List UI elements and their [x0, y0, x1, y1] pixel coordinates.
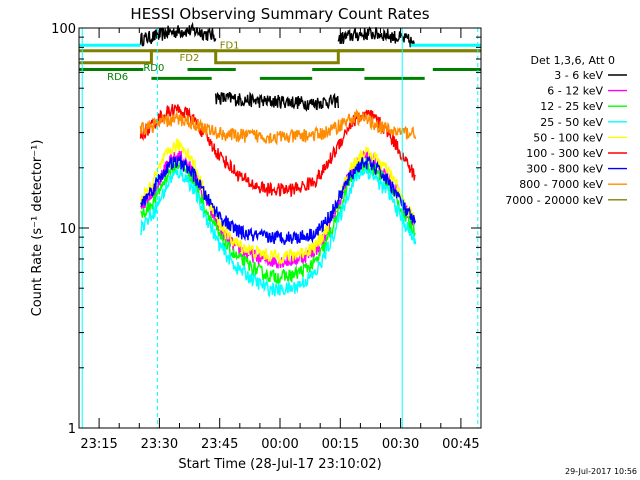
plot-frame [78, 27, 482, 429]
legend-label-6-12-kev: 6 - 12 keV [547, 85, 603, 98]
x-tick-label: 23:15 [80, 437, 117, 452]
legend-label-7000-20000-kev: 7000 - 20000 keV [505, 194, 603, 207]
x-tick-label: 00:30 [382, 437, 419, 452]
x-ticks: 23:15 23:30 23:45 00:00 00:15 00:30 00:45 [78, 28, 482, 452]
y-axis-label: Count Rate (s⁻¹ detector⁻¹) [30, 140, 45, 317]
series-3-6-kev-line-1 [215, 91, 339, 112]
x-tick-label: 00:45 [442, 437, 479, 452]
footer-timestamp: 29-Jul-2017 10:56 [565, 467, 637, 476]
legend-label-300-800-kev: 300 - 800 keV [526, 163, 603, 176]
chart-title: HESSI Observing Summary Count Rates [130, 5, 429, 23]
series-300-800-kev-line-0 [140, 154, 417, 246]
x-tick-label: 00:15 [322, 437, 359, 452]
flag-fd2-bar-0 [79, 49, 481, 65]
legend-label-12-25-kev: 12 - 25 keV [540, 100, 603, 113]
flag-label-rd0: RD0 [143, 63, 164, 74]
legend-label-100-300-kev: 100 - 300 keV [526, 147, 603, 160]
legend-label-800-7000-kev: 800 - 7000 keV [519, 178, 603, 191]
series-800-7000-kev-line-0 [139, 108, 417, 146]
legend: Det 1,3,6, Att 0 3 - 6 keV 6 - 12 keV 12 -… [505, 54, 627, 207]
flag-layer: FD1 FD2 RD0 RD6 [79, 40, 481, 83]
x-tick-label: 00:00 [261, 437, 298, 452]
flag-label-fd2: FD2 [180, 53, 200, 64]
y-tick-label: 1 [68, 422, 76, 437]
legend-label-25-50-kev: 25 - 50 keV [540, 116, 603, 129]
flag-label-rd6: RD6 [107, 72, 128, 83]
flag-label-fd1: FD1 [220, 40, 240, 51]
legend-title: Det 1,3,6, Att 0 [531, 54, 615, 67]
series-layer [139, 21, 417, 298]
legend-label-50-100-kev: 50 - 100 keV [533, 131, 603, 144]
x-axis-label: Start Time (28-Jul-17 23:10:02) [178, 457, 381, 472]
series-3-6-kev-line-0 [139, 21, 217, 47]
y-tick-label: 100 [51, 22, 76, 37]
x-tick-label: 23:30 [141, 437, 178, 452]
series-3-6-kev-line-2 [337, 26, 416, 48]
series-25-50-kev-line-0 [139, 166, 417, 298]
y-ticks: 1 10 100 [51, 22, 481, 437]
y-tick-label: 10 [59, 222, 76, 237]
x-tick-label: 23:45 [201, 437, 238, 452]
legend-label-3-6-kev: 3 - 6 keV [554, 69, 603, 82]
